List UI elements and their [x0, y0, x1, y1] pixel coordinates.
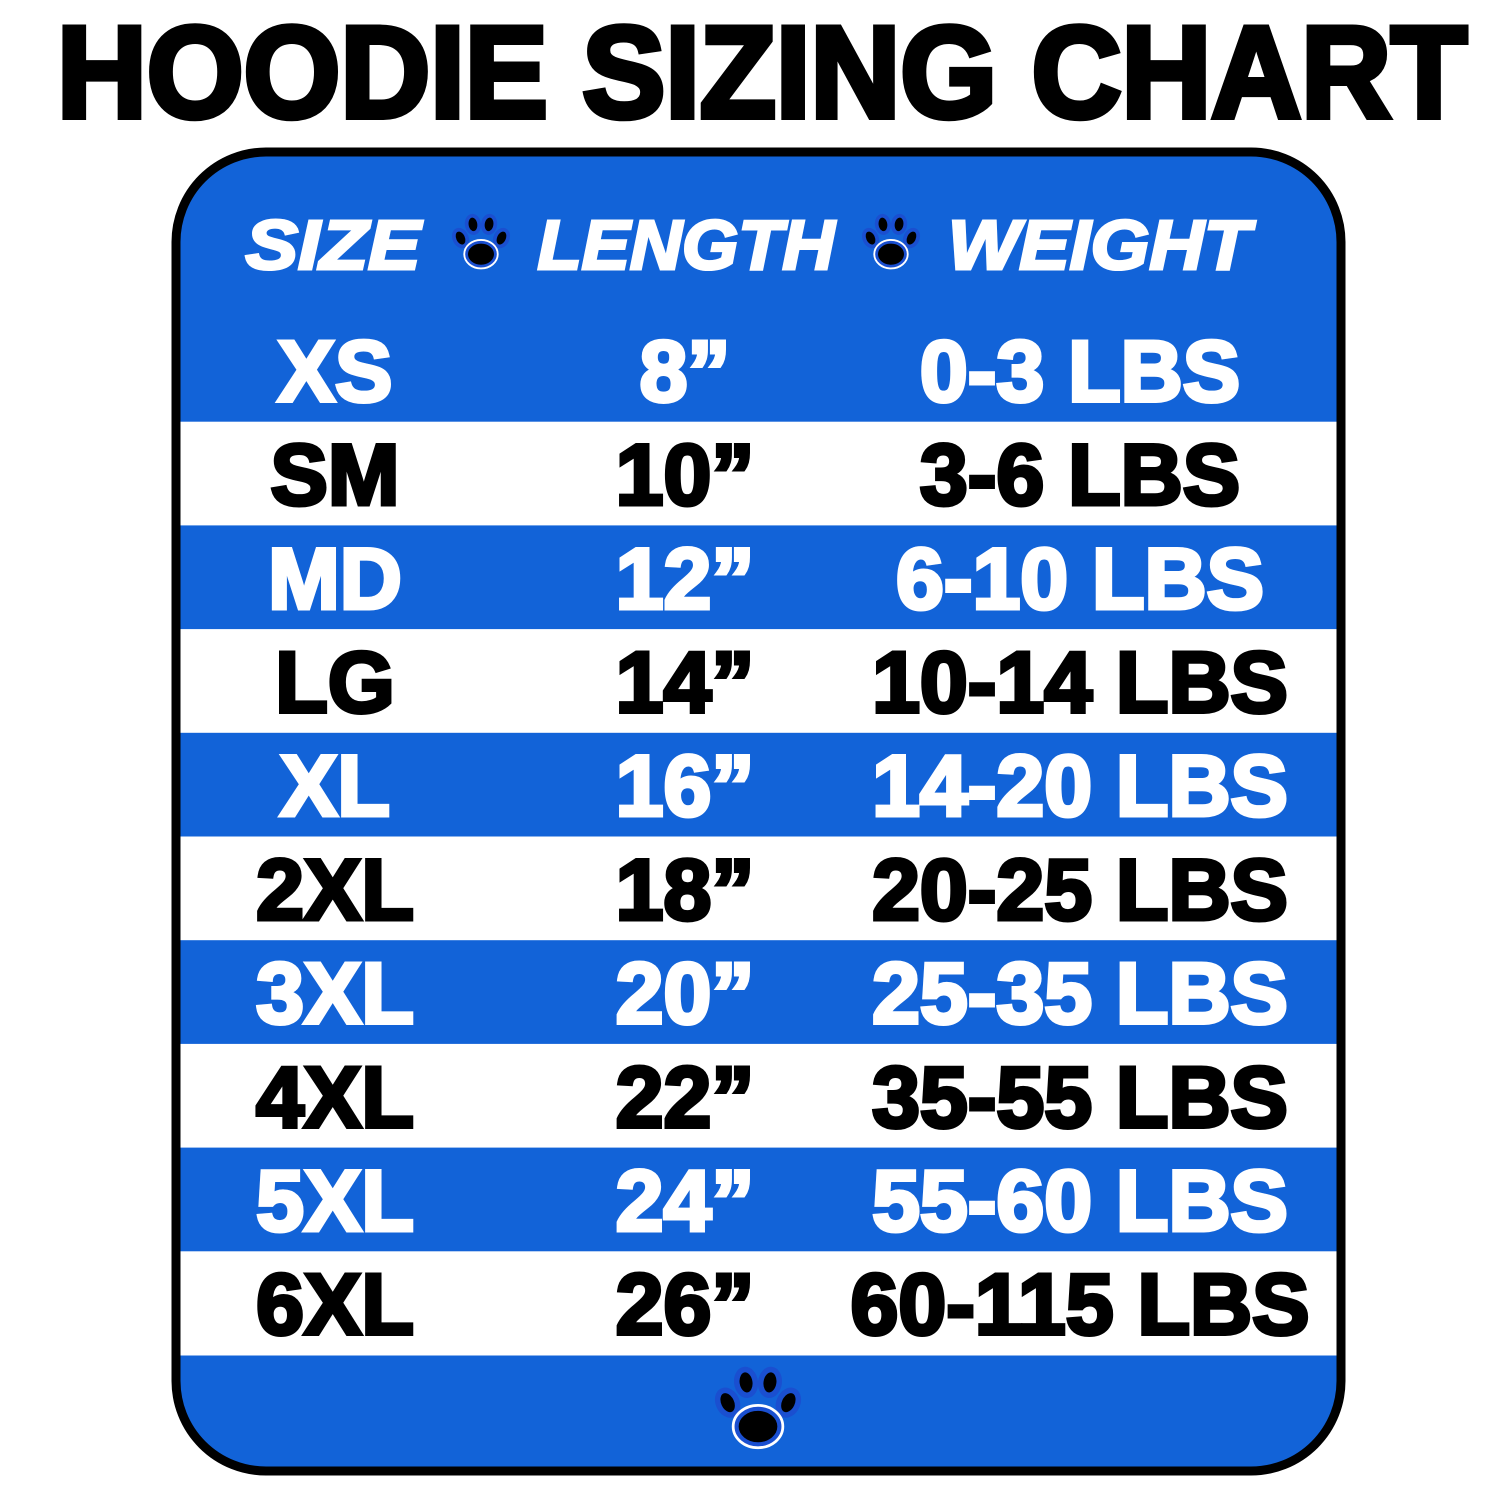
column-header: LENGTH	[538, 206, 836, 284]
table-row	[176, 836, 1341, 941]
table-cell: 18”	[616, 842, 755, 938]
column-header: WEIGHT	[948, 206, 1256, 284]
table-cell: 25-35 LBS	[872, 946, 1288, 1042]
table-cell: 16”	[616, 739, 755, 835]
page-title: HOODIE SIZING CHART	[57, 0, 1467, 145]
card: XS 8” 0-3 LBS SM 10” 3-6 LBS MD 12” 6-10 LBS LG 14…	[176, 152, 1341, 1471]
table-header: SIZE LENGTH WEIGHT	[244, 205, 1257, 286]
table-cell: 2XL	[256, 842, 414, 938]
table-row	[176, 1251, 1341, 1356]
table-cell: 10”	[616, 428, 755, 524]
card-border	[171, 147, 1346, 1476]
table-cell: XS	[278, 324, 393, 420]
table-cell: 0-3 LBS	[920, 324, 1240, 420]
table-row	[176, 525, 1341, 630]
table-cell: 12”	[616, 531, 755, 627]
table-cell: 8”	[640, 324, 731, 420]
table-cell: LG	[275, 635, 394, 731]
table-cell: 20-25 LBS	[872, 842, 1288, 938]
table-cell: 3-6 LBS	[920, 428, 1240, 524]
table-cell: XL	[280, 739, 390, 835]
table-cell: 5XL	[256, 1153, 414, 1249]
table-row	[176, 1147, 1341, 1252]
table-cell: 14”	[616, 635, 755, 731]
table-row	[176, 1043, 1341, 1149]
table-cell: 4XL	[256, 1050, 414, 1146]
table-cell: SM	[271, 428, 400, 524]
column-header: SIZE	[246, 206, 424, 284]
table-cell: 3XL	[256, 946, 414, 1042]
table-cell: 60-115 LBS	[851, 1257, 1310, 1353]
table-cell: 6-10 LBS	[896, 531, 1264, 627]
table-cell: 10-14 LBS	[872, 635, 1288, 731]
table-row	[176, 732, 1341, 837]
table-cell: 22”	[616, 1050, 755, 1146]
table-cell: 24”	[616, 1153, 755, 1249]
table-body: XS 8” 0-3 LBS SM 10” 3-6 LBS MD 12” 6-10 LBS LG 14…	[176, 318, 1341, 1356]
table-cell: 26”	[616, 1257, 755, 1353]
table-cell: 20”	[616, 946, 755, 1042]
table-row	[176, 421, 1341, 526]
table-row	[176, 318, 1341, 423]
table-cell: 55-60 LBS	[872, 1153, 1288, 1249]
table-cell: 14-20 LBS	[872, 739, 1288, 835]
table-row	[176, 629, 1341, 734]
table-cell: MD	[268, 531, 402, 627]
table-row	[176, 940, 1341, 1045]
table-cell: 35-55 LBS	[872, 1050, 1288, 1146]
table-cell: 6XL	[256, 1257, 414, 1353]
